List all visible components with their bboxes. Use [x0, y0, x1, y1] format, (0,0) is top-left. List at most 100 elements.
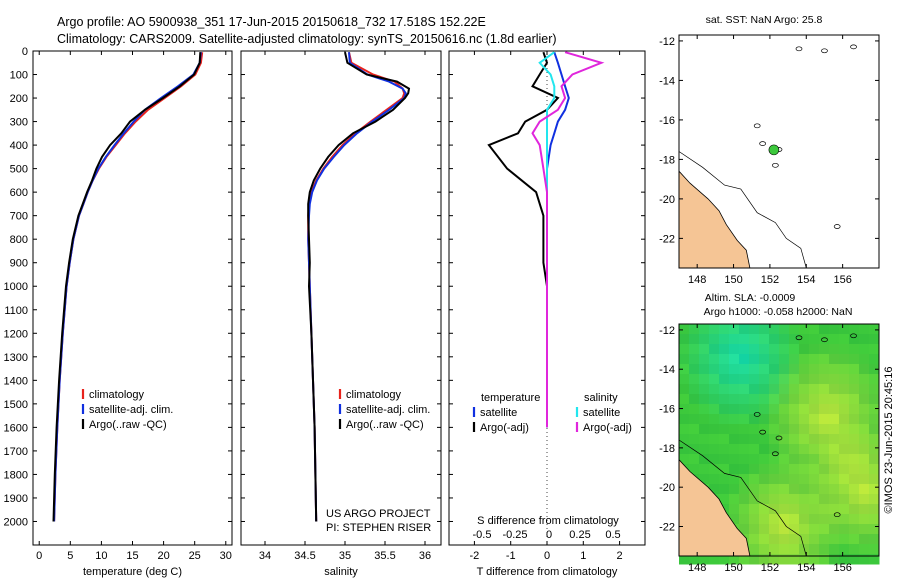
heatmap-cell — [869, 414, 880, 425]
legend-label: climatology — [89, 389, 145, 401]
reef-outline — [833, 512, 841, 518]
heatmap-cell — [869, 334, 880, 345]
heatmap-cell — [789, 394, 800, 405]
heatmap-cell — [819, 454, 830, 465]
y-tick-label: 1100 — [4, 305, 28, 317]
heatmap-cell — [749, 444, 760, 455]
heatmap-cell — [869, 384, 880, 395]
heatmap-cell — [829, 534, 840, 545]
heatmap-cell — [769, 354, 780, 365]
heatmap-cell — [769, 554, 780, 565]
heatmap-cell — [689, 454, 700, 465]
y-tick-label: 1600 — [4, 422, 28, 434]
heatmap-cell — [859, 424, 870, 435]
heatmap-cell — [689, 444, 700, 455]
heatmap-cell — [739, 554, 750, 565]
heatmap-cell — [709, 454, 720, 465]
y-tick-label: 1900 — [4, 493, 28, 505]
heatmap-cell — [839, 414, 850, 425]
heatmap-cell — [869, 494, 880, 505]
heatmap-cell — [819, 334, 830, 345]
heatmap-cell — [699, 434, 710, 445]
heatmap-cell — [829, 364, 840, 375]
heatmap-cell — [679, 414, 690, 425]
heatmap-cell — [849, 554, 860, 565]
heatmap-cell — [869, 434, 880, 445]
heatmap-cell — [769, 414, 780, 425]
heatmap-cell — [809, 534, 820, 545]
heatmap-cell — [869, 504, 880, 515]
heatmap-cell — [759, 434, 770, 445]
heatmap-cell — [799, 374, 810, 385]
heatmap-cell — [779, 364, 790, 375]
heatmap-cell — [859, 414, 870, 425]
heatmap-cell — [749, 364, 760, 375]
heatmap-cell — [859, 554, 870, 565]
heatmap-cell — [849, 394, 860, 405]
heatmap-cell — [729, 454, 740, 465]
heatmap-cell — [749, 514, 760, 525]
heatmap-cell — [779, 484, 790, 495]
heatmap-cell — [819, 474, 830, 485]
heatmap-cell — [809, 404, 820, 415]
lon-tick-label: 156 — [833, 274, 851, 286]
heatmap-cell — [769, 534, 780, 545]
heatmap-cell — [739, 434, 750, 445]
x-tick-label: -2 — [470, 550, 480, 562]
heatmap-cell — [779, 354, 790, 365]
heatmap-cell — [729, 364, 740, 375]
heatmap-cell — [729, 344, 740, 355]
heatmap-cell — [869, 554, 880, 565]
heatmap-cell — [789, 444, 800, 455]
lat-tick-label: -12 — [659, 36, 675, 48]
heatmap-cell — [779, 494, 790, 505]
heatmap-cell — [839, 384, 850, 395]
x-tick-label: 34.5 — [294, 550, 315, 562]
reef-outline — [850, 333, 857, 339]
heatmap-cell — [779, 464, 790, 475]
legend-label: Argo(-adj) — [583, 422, 632, 434]
heatmap-cell — [699, 554, 710, 565]
heatmap-cell — [829, 524, 840, 535]
heatmap-cell — [789, 514, 800, 525]
y-tick-label: 1500 — [4, 399, 28, 411]
heatmap-cell — [709, 354, 720, 365]
heatmap-cell — [829, 504, 840, 515]
series-line-argo-raw-qc- — [52, 52, 202, 522]
salinity-axes-box — [240, 50, 442, 546]
heatmap-cell — [679, 424, 690, 435]
temperature-panel: 0100200300400500600700800900100011001200… — [4, 46, 233, 578]
heatmap-cell — [859, 454, 870, 465]
heatmap-cell — [739, 344, 750, 355]
reef-outline — [759, 141, 766, 146]
y-tick-label: 1000 — [4, 281, 28, 293]
heatmap-cell — [819, 354, 830, 365]
heatmap-cell — [689, 324, 700, 335]
heatmap-cell — [799, 514, 810, 525]
heatmap-cell — [719, 554, 730, 565]
heatmap-cell — [849, 434, 860, 445]
heatmap-cell — [729, 354, 740, 365]
heatmap-cell — [719, 384, 730, 395]
heatmap-cell — [779, 444, 790, 455]
heatmap-cell — [839, 364, 850, 375]
heatmap-cell — [769, 464, 780, 475]
sst-map-panel: 148 150 152 154 156 -12 -14 -16 -18 -20 -22 — [659, 34, 880, 286]
heatmap-cell — [839, 354, 850, 365]
reef-outline — [795, 46, 803, 52]
heatmap-cell — [689, 464, 700, 475]
heatmap-cell — [869, 424, 880, 435]
heatmap-cell — [769, 444, 780, 455]
heatmap-cell — [779, 524, 790, 535]
heatmap-cell — [689, 404, 700, 415]
reef-outline — [772, 162, 779, 168]
heatmap-cell — [809, 484, 820, 495]
heatmap-cell — [739, 424, 750, 435]
heatmap-cell — [729, 324, 740, 335]
reef-outline — [795, 335, 803, 341]
heatmap-cell — [689, 344, 700, 355]
heatmap-cell — [779, 544, 790, 555]
heatmap-cell — [679, 444, 690, 455]
map-frame — [678, 34, 880, 269]
heatmap-cell — [849, 514, 860, 525]
